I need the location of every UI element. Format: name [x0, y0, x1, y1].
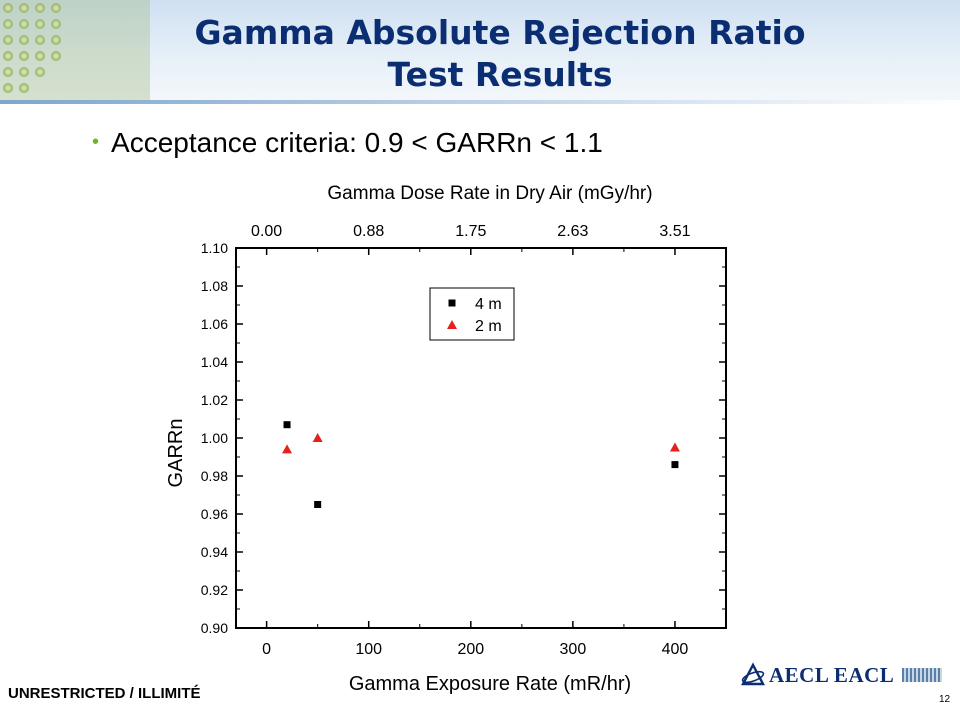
y-tick-label: 0.96 — [201, 506, 228, 522]
aecl-logo: AECL EACL — [740, 660, 943, 690]
top-tick-label: 3.51 — [659, 223, 690, 240]
axes-layer: 0 100 200 300 400 0.00 0.88 1.75 2.63 3.51 0.90 0.9… — [201, 223, 726, 658]
y-tick-label: 1.04 — [201, 354, 228, 370]
legend-marker-triangle — [447, 320, 457, 329]
y-tick-label: 0.90 — [201, 620, 228, 636]
y-tick-label: 0.94 — [201, 544, 228, 560]
slide-title: Gamma Absolute Rejection Ratio Test Resu… — [100, 12, 900, 96]
data-point-square — [314, 501, 322, 508]
top-tick-label: 1.75 — [455, 223, 486, 240]
x-tick-label: 400 — [662, 641, 689, 658]
bullet-dot-icon: • — [92, 131, 100, 153]
x-tick-label: 300 — [560, 641, 587, 658]
y-tick-label: 1.00 — [201, 430, 228, 446]
x-tick-label: 100 — [355, 641, 382, 658]
top-tick-label: 0.88 — [353, 223, 384, 240]
chart-legend: 4 m2 m — [429, 287, 515, 341]
y-tick-label: 0.98 — [201, 468, 228, 484]
data-point-triangle — [669, 442, 680, 452]
y-tick-label: 1.06 — [201, 316, 228, 332]
slide-title-line2: Test Results — [387, 55, 613, 94]
data-point-square — [283, 421, 291, 429]
data-point-square — [671, 461, 679, 469]
y-tick-label: 1.08 — [201, 278, 228, 294]
slide-title-line1: Gamma Absolute Rejection Ratio — [194, 13, 806, 52]
marks-layer — [282, 421, 680, 508]
chart-y-axis-title: GARRn — [165, 419, 187, 488]
slide-header: Gamma Absolute Rejection Ratio Test Resu… — [0, 0, 960, 100]
scatter-chart: Gamma Dose Rate in Dry Air (mGy/hr) Gamm… — [165, 183, 727, 695]
top-tick-label: 2.63 — [557, 223, 588, 240]
data-point-triangle — [312, 433, 323, 442]
header-divider — [0, 100, 960, 104]
page-number: 12 — [939, 694, 951, 705]
y-tick-label: 1.02 — [201, 392, 228, 408]
header-decoration-graphic — [0, 0, 150, 100]
logo-text: AECL EACL — [769, 662, 895, 687]
top-tick-label: 0.00 — [251, 223, 282, 240]
classification-label: UNRESTRICTED / ILLIMITÉ — [8, 685, 201, 702]
y-tick-label: 0.92 — [201, 582, 228, 598]
chart-top-axis-title: Gamma Dose Rate in Dry Air (mGy/hr) — [327, 183, 652, 204]
legend-box — [429, 287, 515, 341]
bullet-item: • Acceptance criteria: 0.9 < GARRn < 1.1 — [92, 127, 603, 159]
data-point-triangle — [282, 444, 293, 454]
chart-x-axis-title: Gamma Exposure Rate (mR/hr) — [349, 673, 631, 695]
legend-marker-square — [448, 299, 456, 307]
legend-label: 4 m — [475, 296, 502, 313]
y-tick-label: 1.10 — [201, 240, 228, 256]
x-tick-label: 0 — [262, 641, 271, 658]
logo-stripe-graphic — [902, 668, 943, 682]
atom-logo-icon — [741, 662, 765, 686]
x-tick-label: 200 — [457, 641, 484, 658]
legend-label: 2 m — [475, 318, 502, 335]
bullet-text: Acceptance criteria: 0.9 < GARRn < 1.1 — [111, 127, 603, 158]
